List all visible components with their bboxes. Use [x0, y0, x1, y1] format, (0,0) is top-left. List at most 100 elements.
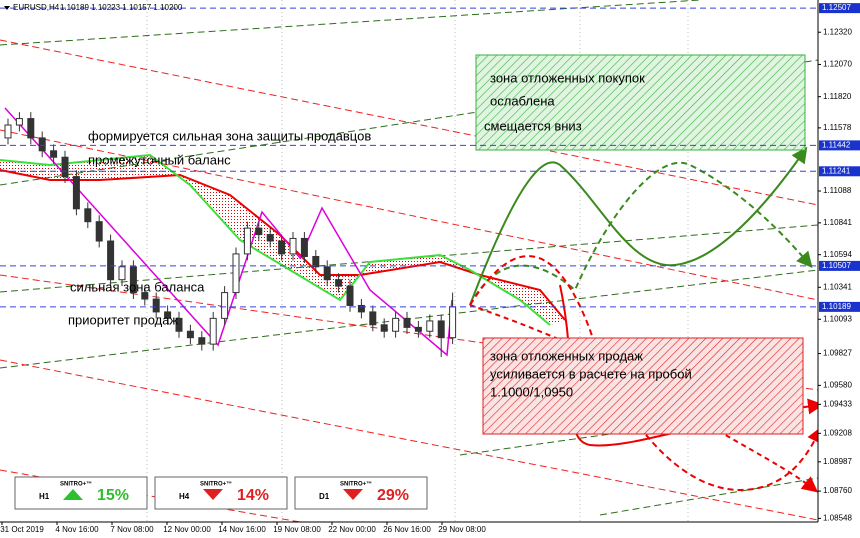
- y-tick-label: 1.11820: [823, 92, 852, 101]
- candles: [4, 112, 457, 358]
- widget-arrow: [343, 489, 363, 500]
- candle-body: [278, 240, 286, 255]
- level-label: 1.12507: [822, 3, 851, 12]
- candle-body: [243, 227, 251, 255]
- candle-body: [4, 124, 12, 139]
- levels: [0, 7, 818, 308]
- candle-body: [198, 337, 206, 345]
- widget-percent: 29%: [377, 487, 409, 504]
- widget-arrow: [63, 489, 83, 500]
- annotation: зона отложенных покупок: [490, 70, 645, 85]
- y-tick-label: 1.12320: [823, 27, 852, 36]
- candle-body: [27, 118, 35, 139]
- widget-brand: SNITRO+™: [60, 481, 92, 488]
- annotation: смещается вниз: [484, 118, 582, 133]
- candle-body: [84, 208, 92, 223]
- widget-box: [14, 476, 148, 510]
- candle-body: [95, 221, 103, 242]
- x-tick-label: 26 Nov 16:00: [383, 525, 431, 534]
- widget-timeframe: H4: [179, 492, 190, 501]
- candle-body: [323, 266, 331, 281]
- candle-body: [175, 317, 183, 332]
- y-tick-label: 1.09433: [823, 399, 852, 408]
- level-tag: [819, 301, 860, 312]
- y-tick-label: 1.08760: [823, 486, 852, 495]
- widget-timeframe: D1: [319, 492, 330, 501]
- symbol: EURUSD,H4: [13, 3, 60, 12]
- candle-body: [335, 279, 343, 287]
- level-tag: [819, 260, 860, 271]
- level-labels: 1.12507 1.11442 1.11241 1.10507 1.10189: [819, 3, 860, 312]
- y-tick-label: 1.10341: [823, 282, 852, 291]
- widget-box: [294, 476, 428, 510]
- candle-body: [141, 292, 149, 300]
- candle-body: [209, 317, 217, 345]
- widget-arrow: [203, 489, 223, 500]
- x-tick-label: 4 Nov 16:00: [55, 525, 99, 534]
- y-tick-label: 1.10841: [823, 218, 852, 227]
- candle-body: [300, 237, 308, 257]
- y-tick-label: 1.08548: [823, 514, 852, 523]
- candle-body: [152, 298, 160, 313]
- candle-body: [312, 255, 320, 268]
- widget-box: [154, 476, 288, 510]
- candle-body: [369, 311, 377, 326]
- candle-body: [232, 253, 240, 294]
- x-tick-label: 12 Nov 00:00: [163, 525, 211, 534]
- x-tick-label: 19 Nov 08:00: [273, 525, 321, 534]
- level-tag: [819, 166, 860, 177]
- x-tick-label: 7 Nov 08:00: [110, 525, 154, 534]
- candle-body: [107, 240, 115, 281]
- y-tick-label: 1.09827: [823, 349, 852, 358]
- annotation: ослаблена: [490, 93, 555, 108]
- candle-body: [129, 266, 137, 294]
- candle-body: [72, 176, 80, 210]
- widget-brand: SNITRO+™: [200, 481, 232, 488]
- candle-body: [255, 227, 263, 236]
- widget-brand: SNITRO+™: [340, 481, 372, 488]
- candle-body: [50, 150, 58, 158]
- annotation: приоритет продаж: [68, 312, 178, 327]
- candle-body: [437, 320, 445, 339]
- y-tick-label: 1.10594: [823, 250, 852, 259]
- level-label: 1.11442: [822, 140, 851, 149]
- ohlc: 1.10189 1.10223 1.10157 1.10200: [60, 3, 183, 12]
- candle-body: [118, 266, 126, 281]
- widget-timeframe: H1: [39, 492, 50, 501]
- y-tick-label: 1.08987: [823, 457, 852, 466]
- level-tag: [819, 3, 860, 14]
- annotation: сильная зона баланса: [70, 279, 205, 294]
- widgets: H1 SNITRO+™ 15% H4 SNITRO+™ 14% D1 SNITRO+™ 29%: [14, 476, 428, 510]
- candle-body: [392, 317, 400, 332]
- candle-body: [38, 137, 46, 152]
- annotation: промежуточный баланс: [88, 152, 231, 167]
- annotation: 1.1000/1,0950: [490, 384, 573, 399]
- y-tick-label: 1.09580: [823, 380, 852, 389]
- x-tick-label: 31 Oct 2019: [0, 525, 44, 534]
- candle-body: [221, 292, 229, 319]
- candle-body: [15, 118, 23, 126]
- x-tick-label: 22 Nov 00:00: [328, 525, 376, 534]
- annotation: формируется сильная зона защиты продавцо…: [88, 128, 371, 143]
- candle-body: [449, 306, 457, 339]
- y-tick-label: 1.10093: [823, 314, 852, 323]
- y-tick-label: 1.12070: [823, 60, 852, 69]
- y-tick-label: 1.11088: [823, 186, 852, 195]
- candle-body: [346, 285, 354, 306]
- candle-body: [426, 320, 434, 332]
- candle-body: [186, 330, 194, 339]
- candle-body: [380, 324, 388, 332]
- time-ticks: 31 Oct 2019 4 Nov 16:00 7 Nov 08:00 12 Nov …: [0, 522, 486, 534]
- y-tick-label: 1.09208: [823, 428, 852, 437]
- buy-zone: [475, 54, 806, 151]
- candle-body: [414, 326, 422, 332]
- sell-zone: [482, 337, 804, 435]
- annotation: зона отложенных продаж: [490, 348, 643, 363]
- candle-body: [357, 304, 365, 313]
- x-tick-label: 29 Nov 08:00: [438, 525, 486, 534]
- level-label: 1.10189: [822, 302, 851, 311]
- candle-body: [164, 311, 172, 319]
- candle-body: [403, 317, 411, 328]
- level-tag: [819, 140, 860, 151]
